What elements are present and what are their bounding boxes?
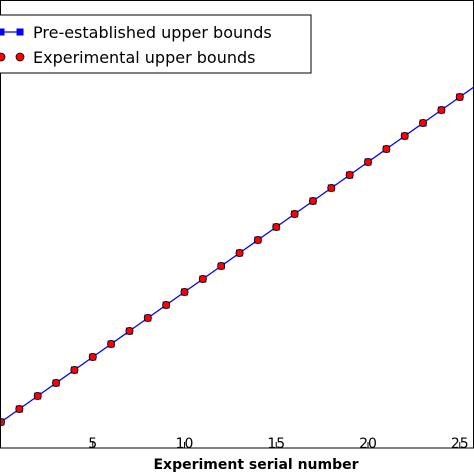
- point-experimental-24: [437, 106, 446, 115]
- legend: Pre-established upper bounds Experimenta…: [0, 14, 312, 74]
- legend-box: [0, 14, 312, 74]
- point-experimental-16: [290, 209, 299, 218]
- legend-marker-experimental-2: [15, 52, 25, 62]
- chart-marks: [0, 86, 474, 426]
- legend-label-pre-established: Pre-established upper bounds: [33, 23, 272, 42]
- legend-marker-pre-established: [0, 28, 5, 36]
- legend-marker-pre-established-2: [16, 28, 24, 36]
- point-experimental-11: [198, 274, 207, 283]
- point-experimental-1: [15, 404, 24, 413]
- point-experimental-5: [88, 352, 97, 361]
- point-experimental-3: [52, 378, 61, 387]
- point-experimental-9: [162, 300, 171, 309]
- legend-label-experimental: Experimental upper bounds: [33, 48, 255, 67]
- point-experimental-15: [272, 222, 281, 231]
- point-experimental-6: [107, 339, 116, 348]
- x-tick-label-15: 15: [267, 436, 285, 452]
- legend-marker-experimental: [0, 52, 6, 62]
- point-experimental-17: [308, 196, 317, 205]
- point-experimental-2: [33, 391, 42, 400]
- point-experimental-18: [327, 183, 336, 192]
- point-experimental-7: [125, 326, 134, 335]
- point-experimental-23: [419, 119, 428, 128]
- series-line-pre-established: [0, 86, 474, 423]
- x-axis-label: Experiment serial number: [153, 457, 358, 473]
- point-experimental-25: [455, 93, 464, 102]
- point-experimental-21: [382, 144, 391, 153]
- point-experimental-22: [400, 131, 409, 140]
- x-tick-label-20: 20: [359, 436, 377, 452]
- point-experimental-13: [235, 248, 244, 257]
- point-experimental-10: [180, 287, 189, 296]
- point-experimental-12: [217, 261, 226, 270]
- x-tick-label-25: 25: [451, 436, 469, 452]
- point-experimental-4: [70, 365, 79, 374]
- point-experimental-19: [345, 170, 354, 179]
- point-experimental-8: [143, 313, 152, 322]
- plot-area: [0, 0, 474, 448]
- point-experimental-20: [363, 157, 372, 166]
- point-experimental-14: [253, 235, 262, 244]
- x-tick-label-10: 10: [176, 436, 194, 452]
- x-tick-label-5: 5: [88, 436, 97, 452]
